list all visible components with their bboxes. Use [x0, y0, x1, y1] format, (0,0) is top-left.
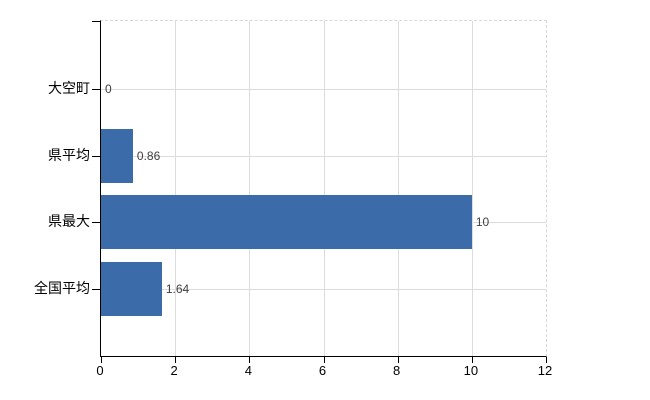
x-gridline	[397, 21, 399, 356]
x-axis-tick	[397, 357, 399, 363]
y-axis-tick	[92, 89, 100, 90]
x-axis-tick	[323, 357, 325, 363]
bar	[101, 195, 472, 249]
x-tick-label: 10	[463, 363, 479, 378]
x-axis-tick	[546, 357, 547, 363]
y-axis-tick	[92, 289, 100, 290]
y-gridline	[101, 156, 546, 157]
x-axis-tick	[249, 357, 251, 363]
x-tick-label: 4	[244, 363, 252, 378]
y-gridline	[101, 89, 546, 90]
bar-value-label: 1.64	[165, 282, 190, 296]
x-axis-tick	[175, 357, 177, 363]
bar-value-label: 0.86	[136, 149, 161, 163]
plot-area: 0 0.86 10 1.64	[92, 20, 547, 363]
category-label: 全国平均	[34, 280, 90, 296]
x-tick-label: 8	[393, 363, 401, 378]
y-gridline	[101, 289, 546, 290]
x-tick-label: 2	[170, 363, 178, 378]
category-label: 大空町	[48, 80, 90, 96]
y-axis-tick	[92, 222, 100, 223]
x-gridline	[249, 21, 251, 356]
x-gridline	[323, 21, 325, 356]
x-gridline	[175, 21, 177, 356]
x-axis-tick	[101, 357, 102, 363]
y-axis-top-tick	[92, 21, 100, 22]
x-tick-label: 12	[537, 363, 553, 378]
bar	[101, 129, 133, 183]
bar-value-label: 10	[475, 215, 490, 229]
bar-value-label: 0	[105, 82, 112, 96]
x-axis-tick	[471, 357, 473, 363]
x-tick-label: 0	[96, 363, 104, 378]
category-label: 県平均	[48, 147, 90, 163]
y-axis-tick	[92, 156, 100, 157]
category-label: 県最大	[48, 213, 90, 229]
bar	[101, 262, 162, 316]
x-tick-label: 6	[318, 363, 327, 378]
x-gridline	[471, 21, 473, 356]
